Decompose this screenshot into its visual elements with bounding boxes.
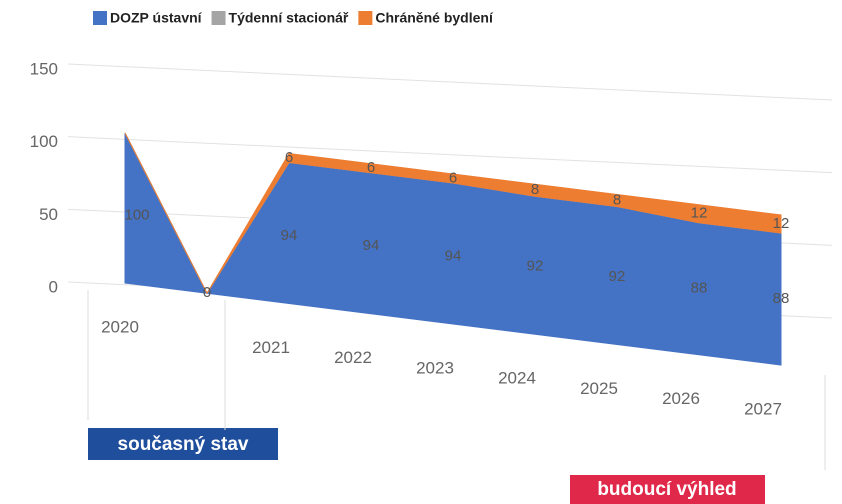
data-label: 92 — [609, 268, 626, 285]
grid-line — [67, 136, 833, 174]
data-label: 12 — [773, 215, 790, 232]
data-label: 94 — [363, 237, 380, 254]
annotation-box — [570, 475, 765, 504]
y-tick-label: 150 — [30, 59, 58, 78]
annotation: současný stav — [118, 434, 249, 455]
legend-swatch — [211, 11, 226, 25]
data-label: 12 — [691, 205, 708, 222]
data-label: 8 — [531, 181, 539, 198]
data-label: 6 — [449, 169, 457, 186]
grid-line — [67, 63, 833, 101]
data-label: 94 — [281, 227, 298, 244]
data-label: 6 — [285, 149, 293, 166]
x-tick-label: 2026 — [662, 389, 700, 408]
data-label: 100 — [124, 206, 149, 223]
data-label: 88 — [773, 290, 790, 307]
legend-label: Chráněné bydlení — [375, 10, 494, 26]
x-tick-label: 2025 — [580, 379, 618, 398]
plot: 0501001501000949494929288886668812122020… — [30, 10, 833, 418]
x-tick-label: 2024 — [498, 369, 536, 388]
legend-swatch — [93, 11, 107, 25]
data-label: 8 — [613, 191, 621, 208]
legend-label: DOZP ústavní — [110, 10, 203, 26]
x-tick-label: 2020 — [101, 317, 139, 336]
data-label: 6 — [367, 159, 375, 176]
data-label: 92 — [527, 258, 544, 275]
data-label: 94 — [445, 247, 462, 264]
y-tick-label: 50 — [39, 205, 58, 224]
x-tick-label: 2027 — [744, 399, 782, 418]
legend-swatch — [358, 11, 373, 25]
x-tick-label: 2022 — [334, 348, 372, 367]
data-label: 0 — [203, 284, 211, 301]
x-tick-label: 2021 — [252, 338, 290, 357]
annotation-box — [88, 428, 278, 460]
y-tick-label: 0 — [49, 277, 58, 296]
legend-label: Týdenní stacionář — [229, 10, 349, 26]
annotation: budoucí výhled — [597, 479, 736, 500]
data-label: 88 — [691, 280, 708, 297]
y-tick-label: 100 — [30, 132, 58, 151]
x-tick-label: 2023 — [416, 358, 454, 377]
area — [124, 132, 782, 295]
